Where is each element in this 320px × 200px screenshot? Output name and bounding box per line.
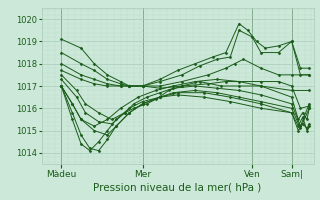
X-axis label: Pression niveau de la mer( hPa ): Pression niveau de la mer( hPa ) bbox=[93, 183, 262, 193]
